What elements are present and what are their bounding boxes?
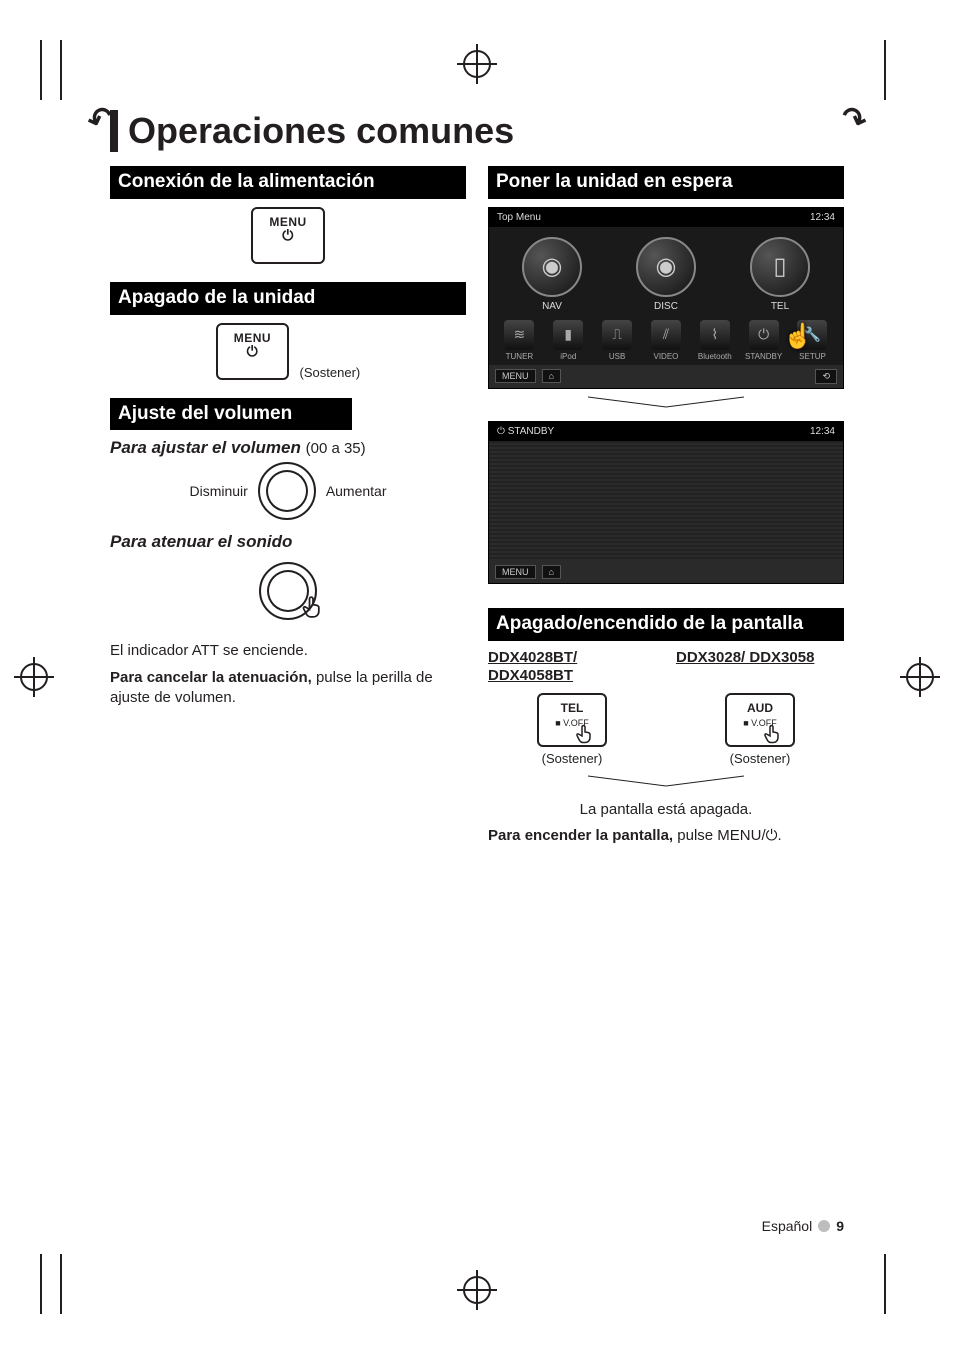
volume-range: (00 a 35) [306,440,366,457]
registration-mark-icon [463,50,491,78]
nav-label: NAV [542,301,562,312]
section-screen-power: Apagado/encendido de la pantalla [488,608,844,641]
crop-mark [40,40,42,100]
screen-title: Top Menu [497,212,541,223]
hold-label: (Sostener) [488,751,656,766]
adjust-volume-text: Para ajustar el volumen [110,438,301,457]
section-standby: Poner la unidad en espera [488,166,844,199]
screen-on-rest: pulse MENU/⏻. [673,827,782,844]
screen-menu-button: MENU [495,565,536,579]
page-title-wrap: Operaciones comunes [110,110,844,152]
power-icon: ⏻ [234,343,271,360]
registration-mark-icon [20,663,48,691]
hand-pointer-icon [299,593,327,626]
models-a: DDX4028BT/ DDX4058BT [488,649,656,685]
hold-label: (Sostener) [300,365,361,380]
screen-time: 12:34 [810,212,835,223]
volume-knob-icon [258,462,316,520]
crop-mark [884,40,886,100]
tel-button-illustration: TEL ■ V.OFF [537,693,607,747]
cancel-bold: Para cancelar la atenuación, [110,669,312,686]
crop-mark [884,1254,886,1314]
standby-screenshot: ⏻ STANDBY 12:34 MENU ⌂ [488,421,844,584]
screen-menu-button: MENU [495,369,536,383]
disc-tile: ◉DISC [626,237,706,312]
bluetooth-tile: ⌇Bluetooth [696,320,734,361]
chevron-down-icon [586,395,746,409]
section-power-off: Apagado de la unidad [110,282,466,315]
tel-tile: ▯TEL [740,237,820,312]
page-title: Operaciones comunes [128,110,844,152]
screen-on-text: Para encender la pantalla, pulse MENU/⏻. [488,826,844,846]
registration-mark-icon [463,1276,491,1304]
hold-label: (Sostener) [676,751,844,766]
ipod-tile: ▮iPod [549,320,587,361]
screen-time: 12:34 [810,426,835,437]
volume-knob-diagram: Disminuir ↶ ↶ Aumentar [110,462,466,520]
crop-mark [60,40,62,100]
aud-button-illustration: AUD ■ V.OFF [725,693,795,747]
screen-back-icon: ⌂ [542,565,561,579]
power-icon: ⏻ [269,227,306,244]
chevron-down-icon [586,774,746,788]
hand-pointer-icon [573,722,597,749]
tel-btn-label: TEL [561,701,584,715]
screen-off-text: La pantalla está apagada. [488,800,844,820]
top-menu-screenshot: Top Menu 12:34 ◉NAV ◉DISC ▯TEL ≋TUNER ▮i… [488,207,844,389]
menu-button-illustration: MENU ⏻ [251,207,324,264]
footer-language: Español [762,1218,813,1234]
standby-tile: ⏻STANDBY [745,320,783,361]
hand-pointer-icon [761,722,785,749]
models-b: DDX3028/ DDX3058 [676,649,844,667]
adjust-volume-heading: Para ajustar el volumen (00 a 35) [110,438,466,458]
section-volume: Ajuste del volumen [110,398,352,431]
crop-mark [40,1254,42,1314]
screen-on-bold: Para encender la pantalla, [488,827,673,844]
footer-page-number: 9 [836,1218,844,1234]
screen-back-icon: ⌂ [542,369,561,383]
aud-btn-label: AUD [747,701,773,715]
increase-label: Aumentar [326,483,387,499]
menu-button-hold-illustration: MENU ⏻ [216,323,289,380]
attenuate-knob-diagram [259,562,317,620]
cancel-attenuation-text: Para cancelar la atenuación, pulse la pe… [110,668,466,709]
left-column: Conexión de la alimentación MENU ⏻ Apaga… [110,166,466,852]
usb-tile: ⎍USB [598,320,636,361]
screen-return-icon: ⟲ [815,369,837,384]
footer-dot-icon [818,1220,830,1232]
att-indicator-text: El indicador ATT se enciende. [110,641,466,661]
nav-tile: ◉NAV [512,237,592,312]
tuner-tile: ≋TUNER [500,320,538,361]
tel-label: TEL [771,301,789,312]
page-footer: Español 9 [762,1218,844,1234]
registration-mark-icon [906,663,934,691]
screen-title: ⏻ STANDBY [497,426,554,437]
attenuate-heading: Para atenuar el sonido [110,532,466,552]
right-column: Poner la unidad en espera Top Menu 12:34… [488,166,844,852]
section-power-on: Conexión de la alimentación [110,166,466,199]
video-tile: ⫽VIDEO [647,320,685,361]
crop-mark [60,1254,62,1314]
decrease-label: Disminuir [189,483,247,499]
disc-label: DISC [654,301,678,312]
hand-pointer-icon: ☝ [783,322,813,351]
